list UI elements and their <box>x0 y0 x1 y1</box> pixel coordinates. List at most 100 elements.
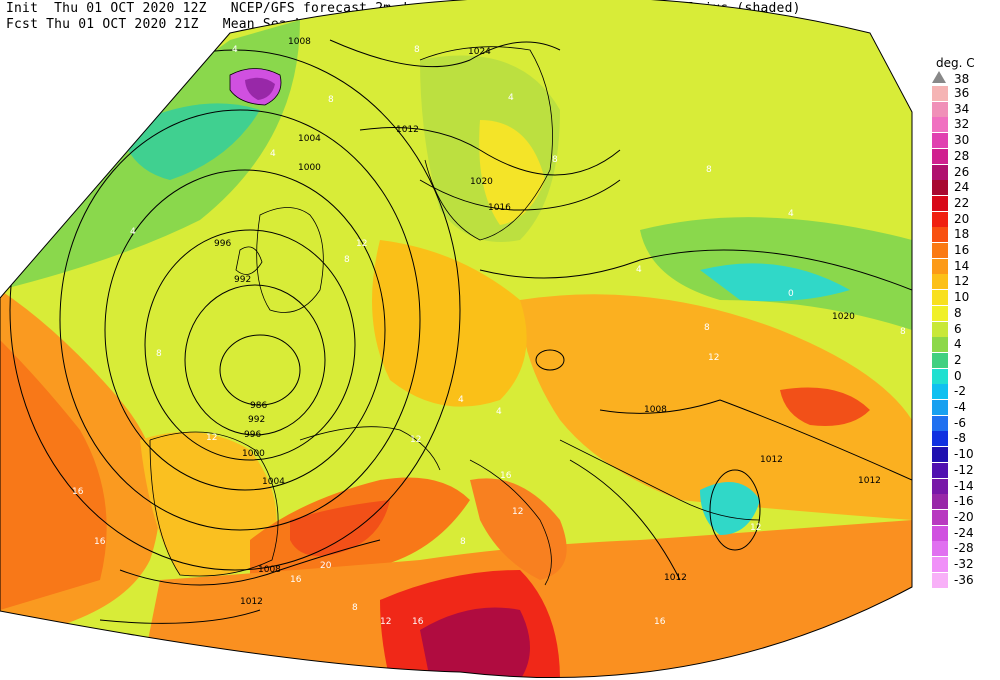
coastlines <box>149 46 761 586</box>
svg-text:8: 8 <box>344 255 350 265</box>
legend-label: 14 <box>954 258 970 273</box>
svg-text:4: 4 <box>788 209 794 219</box>
legend-swatch <box>932 352 948 368</box>
legend-label: -36 <box>954 572 974 587</box>
legend-label: 18 <box>954 227 970 242</box>
isobar-label: 1012 <box>240 597 263 607</box>
isobar-label: 1012 <box>858 476 881 486</box>
legend-label: -4 <box>954 400 966 414</box>
legend-label: 34 <box>954 101 970 116</box>
legend-label: 36 <box>954 86 970 100</box>
legend-swatch <box>932 180 948 196</box>
svg-text:0: 0 <box>788 289 794 299</box>
legend-label: -32 <box>954 557 974 571</box>
legend-swatch <box>932 305 948 321</box>
legend-swatch <box>932 321 948 337</box>
svg-text:12: 12 <box>708 353 719 363</box>
map-frame <box>0 0 913 679</box>
isobar-label: 1004 <box>298 134 321 144</box>
svg-text:16: 16 <box>500 471 512 481</box>
legend-swatch <box>932 117 948 133</box>
legend-swatch <box>932 572 948 588</box>
svg-text:8: 8 <box>352 603 358 613</box>
svg-text:8: 8 <box>900 327 906 337</box>
svg-text:4: 4 <box>636 265 642 275</box>
isobar-label: 986 <box>250 401 267 411</box>
legend-swatch <box>932 400 948 415</box>
legend-swatch <box>932 337 948 353</box>
isobar-label: 1008 <box>258 565 281 575</box>
legend-label: -10 <box>954 447 974 462</box>
isobar-label: 1008 <box>288 37 311 47</box>
legend-swatch <box>932 101 948 117</box>
legend-swatch <box>932 541 948 557</box>
legend-label: 4 <box>954 337 962 352</box>
svg-text:12: 12 <box>356 239 367 249</box>
legend-swatch <box>932 509 948 525</box>
isobar-label: 1020 <box>832 312 855 322</box>
isobar-label: 992 <box>248 415 265 425</box>
isobar-label: 1008 <box>644 405 667 415</box>
legend-swatch <box>932 86 948 101</box>
legend-label: -20 <box>954 509 974 524</box>
legend-swatch <box>932 462 948 478</box>
svg-text:12: 12 <box>750 523 761 533</box>
svg-text:12: 12 <box>512 507 523 517</box>
svg-text:8: 8 <box>414 45 420 55</box>
legend-arrow-icon <box>932 71 946 83</box>
svg-text:4: 4 <box>496 407 502 417</box>
isobars <box>9 39 912 624</box>
legend-label: -14 <box>954 478 974 493</box>
legend-swatch <box>932 227 948 243</box>
isobar-label: 996 <box>244 430 261 440</box>
dewpoint-labels: 4 8 4 8 4 8 12 8 4 8 16 12 16 12 12 8 4 … <box>72 45 906 627</box>
svg-text:16: 16 <box>94 537 106 547</box>
legend-label: 32 <box>954 117 970 132</box>
isobar-label: 992 <box>234 275 251 285</box>
svg-text:4: 4 <box>458 395 464 405</box>
isobar-labels: 1008 1024 1012 1004 1000 1020 1016 996 9… <box>214 37 881 607</box>
legend-swatch <box>932 557 948 572</box>
svg-text:8: 8 <box>328 95 334 105</box>
legend-label: 20 <box>954 211 970 226</box>
legend-label: 28 <box>954 148 970 163</box>
svg-text:20: 20 <box>320 561 332 571</box>
legend-swatch <box>932 133 948 149</box>
isobar-label: 1012 <box>396 125 419 135</box>
svg-text:16: 16 <box>290 575 302 585</box>
svg-text:4: 4 <box>130 227 136 237</box>
legend-swatch <box>932 431 948 447</box>
isobar-label: 1004 <box>262 477 285 487</box>
legend-label: -2 <box>954 384 966 399</box>
legend-swatch <box>932 258 948 274</box>
legend-swatch <box>932 195 948 211</box>
legend-label: 0 <box>954 368 962 383</box>
legend-label: 6 <box>954 321 962 336</box>
legend-label: -28 <box>954 541 974 556</box>
legend-label: 12 <box>954 274 970 289</box>
legend-label: 30 <box>954 133 970 148</box>
legend-swatch <box>932 164 948 180</box>
legend-swatch <box>932 478 948 494</box>
legend-label: 26 <box>954 164 970 179</box>
svg-text:8: 8 <box>460 537 466 547</box>
legend-swatch <box>932 148 948 164</box>
svg-text:16: 16 <box>72 487 84 497</box>
legend-top-label: 38 <box>954 72 970 86</box>
legend-label: 2 <box>954 352 962 367</box>
legend-label: -6 <box>954 415 966 430</box>
isobar-label: 1012 <box>760 455 783 465</box>
legend-label: -12 <box>954 462 974 477</box>
svg-text:8: 8 <box>706 165 712 175</box>
legend-label: -24 <box>954 525 974 540</box>
svg-text:12: 12 <box>380 617 391 627</box>
svg-text:4: 4 <box>270 149 276 159</box>
legend-label: 16 <box>954 243 970 257</box>
legend-label: -16 <box>954 494 974 509</box>
legend-swatch <box>932 211 948 227</box>
legend-swatch <box>932 415 948 431</box>
legend-label: 24 <box>954 180 970 195</box>
isobar-label: 1024 <box>468 47 491 57</box>
